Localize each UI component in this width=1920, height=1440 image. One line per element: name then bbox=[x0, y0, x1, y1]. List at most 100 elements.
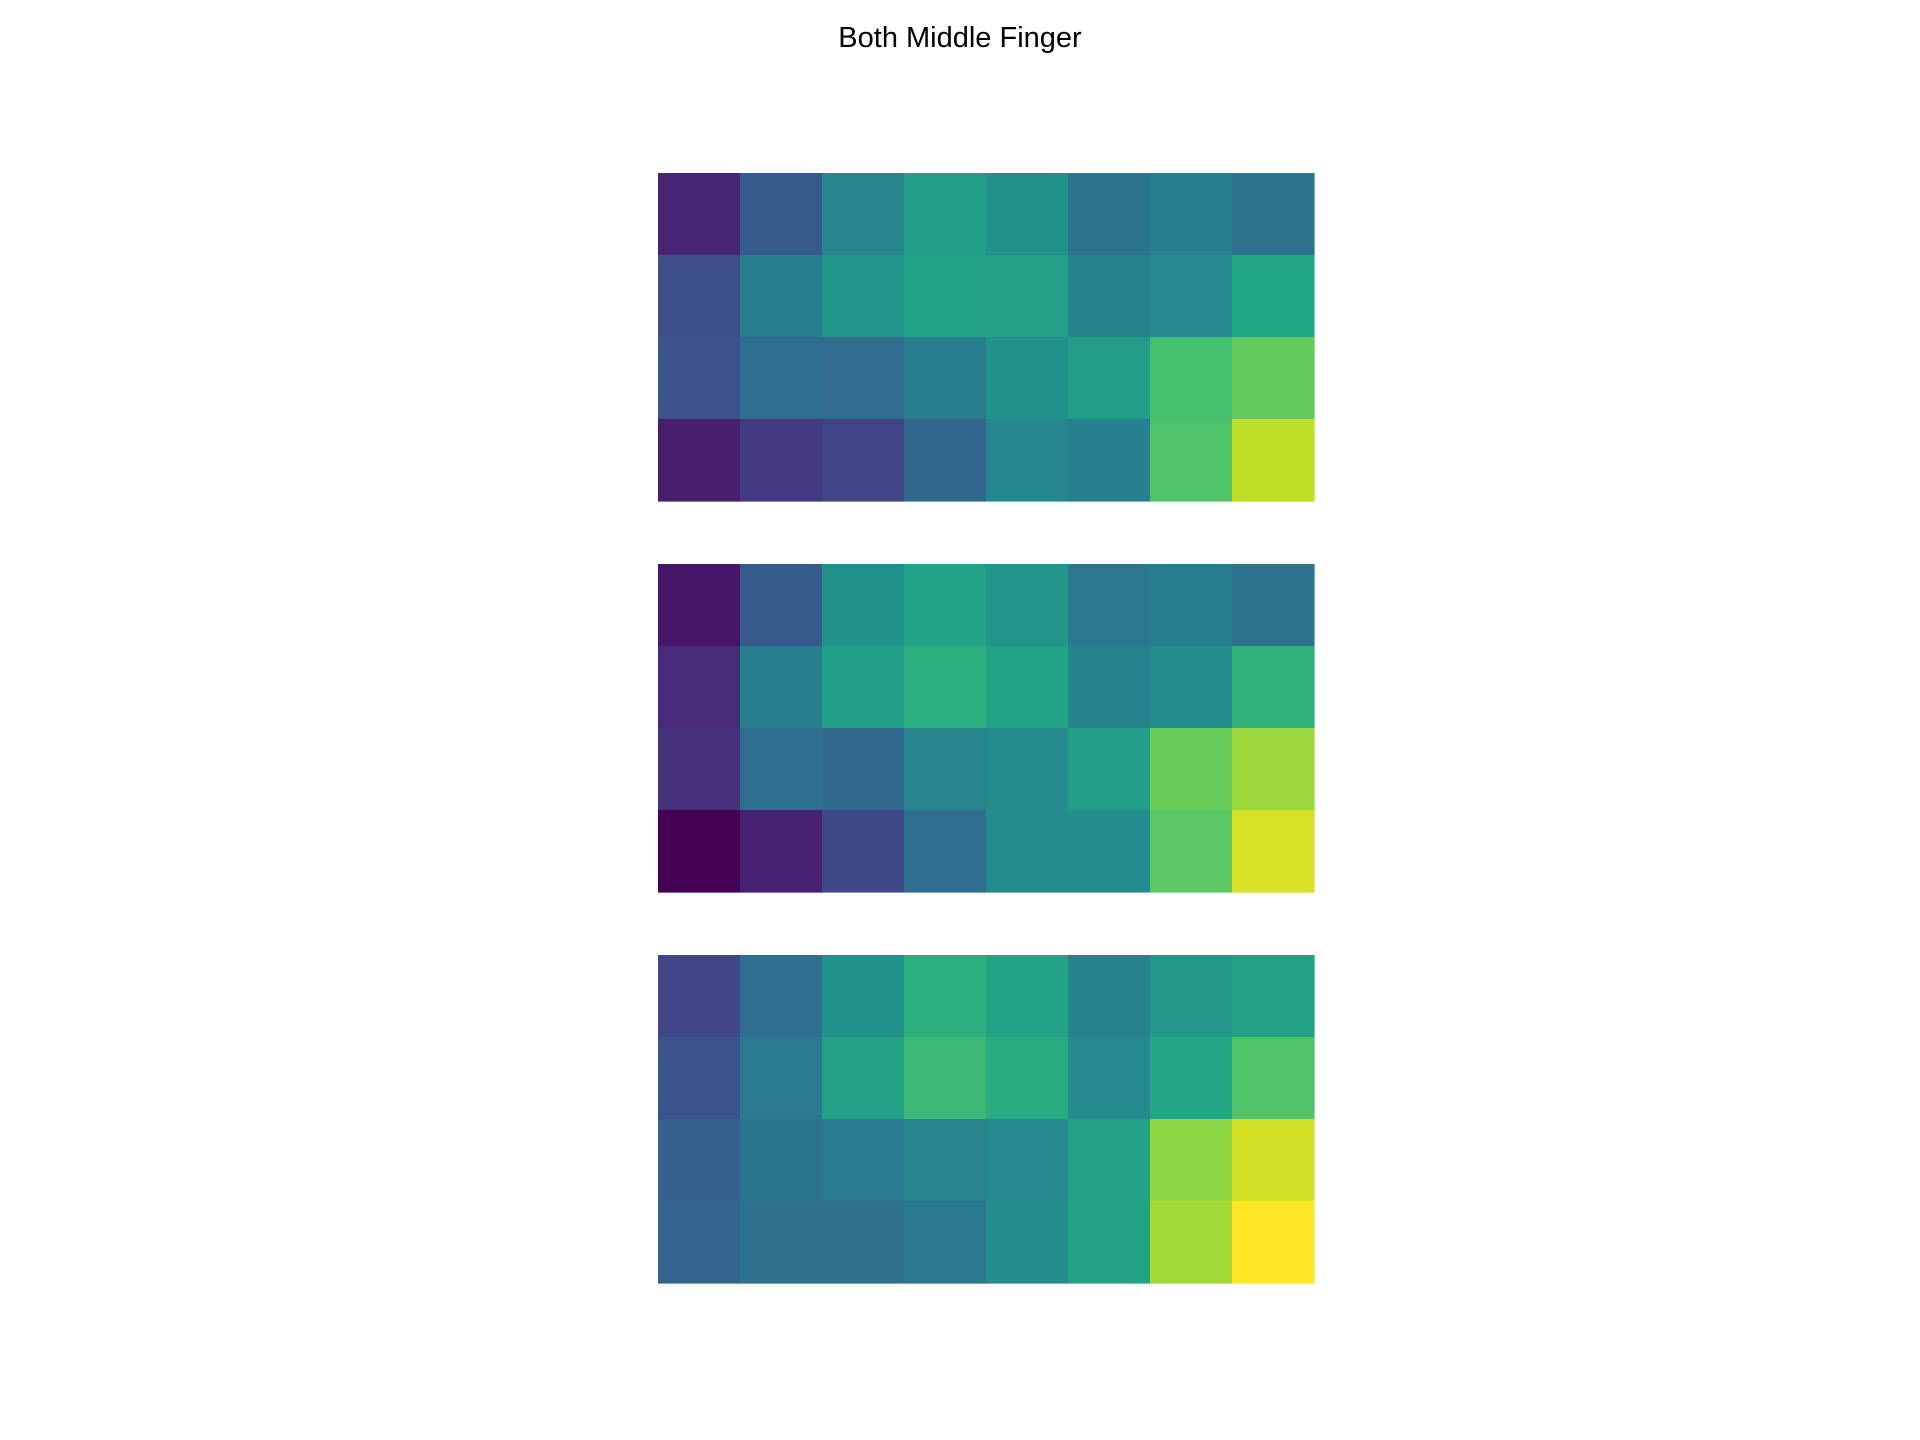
heatmap-cell bbox=[822, 1119, 905, 1202]
heatmap-cell bbox=[904, 955, 987, 1038]
heatmap-panel-1 bbox=[658, 173, 1315, 502]
heatmap-cell bbox=[986, 564, 1069, 647]
heatmap-cell bbox=[740, 810, 823, 893]
heatmap-cell bbox=[822, 173, 905, 256]
heatmap-cell bbox=[822, 255, 905, 338]
heatmap-cell bbox=[1232, 1119, 1315, 1202]
heatmap-cell bbox=[822, 1201, 905, 1284]
heatmap-cell bbox=[1232, 1037, 1315, 1120]
heatmap-cell bbox=[986, 1037, 1069, 1120]
heatmap-cell bbox=[658, 337, 741, 420]
heatmap-cell bbox=[1150, 646, 1233, 729]
heatmap-cell bbox=[1232, 955, 1315, 1038]
heatmap-cell bbox=[986, 337, 1069, 420]
heatmap-cell bbox=[658, 173, 741, 256]
heatmap-cell bbox=[986, 1119, 1069, 1202]
heatmap-cell bbox=[740, 1037, 823, 1120]
heatmap-cell bbox=[1068, 646, 1151, 729]
heatmap-cell bbox=[1068, 728, 1151, 811]
heatmap-cell bbox=[904, 1201, 987, 1284]
heatmap-cell bbox=[904, 419, 987, 502]
heatmap-cell bbox=[986, 646, 1069, 729]
heatmap-cell bbox=[986, 255, 1069, 338]
heatmap-cell bbox=[1068, 1037, 1151, 1120]
heatmap-cell bbox=[986, 173, 1069, 256]
heatmap-cell bbox=[904, 1119, 987, 1202]
heatmap-cell bbox=[1068, 1201, 1151, 1284]
heatmap-cell bbox=[1150, 1119, 1233, 1202]
heatmap-cell bbox=[822, 337, 905, 420]
heatmap-cell bbox=[986, 728, 1069, 811]
heatmap-cell bbox=[1232, 337, 1315, 420]
heatmap-cell bbox=[822, 728, 905, 811]
heatmap-cell bbox=[986, 419, 1069, 502]
heatmap-cell bbox=[1232, 564, 1315, 647]
heatmap-cell bbox=[986, 955, 1069, 1038]
heatmap-cell bbox=[658, 1119, 741, 1202]
heatmap-cell bbox=[1232, 810, 1315, 893]
heatmap-cell bbox=[1232, 728, 1315, 811]
heatmap-cell bbox=[822, 955, 905, 1038]
heatmap-cell bbox=[658, 419, 741, 502]
heatmap-cell bbox=[822, 419, 905, 502]
heatmap-cell bbox=[1150, 337, 1233, 420]
heatmap-cell bbox=[986, 810, 1069, 893]
heatmap-cell bbox=[904, 255, 987, 338]
heatmap-panel-3 bbox=[658, 955, 1315, 1284]
heatmap-cell bbox=[822, 646, 905, 729]
heatmap-cell bbox=[904, 646, 987, 729]
heatmap-cell bbox=[658, 810, 741, 893]
heatmap-cell bbox=[658, 728, 741, 811]
heatmap-cell bbox=[740, 1119, 823, 1202]
heatmap-cell bbox=[658, 955, 741, 1038]
heatmap-cell bbox=[740, 173, 823, 256]
heatmap-cell bbox=[1150, 173, 1233, 256]
heatmap-cell bbox=[658, 646, 741, 729]
heatmap-cell bbox=[1068, 255, 1151, 338]
heatmap-cell bbox=[822, 810, 905, 893]
heatmap-panel-2 bbox=[658, 564, 1315, 893]
heatmap-cell bbox=[1068, 173, 1151, 256]
heatmap-cell bbox=[986, 1201, 1069, 1284]
heatmap-cell bbox=[658, 255, 741, 338]
heatmap-cell bbox=[658, 1201, 741, 1284]
heatmap-cell bbox=[904, 728, 987, 811]
heatmap-cell bbox=[1150, 564, 1233, 647]
heatmap-cell bbox=[658, 1037, 741, 1120]
heatmap-cell bbox=[1068, 419, 1151, 502]
heatmap-cell bbox=[740, 337, 823, 420]
heatmap-cell bbox=[904, 564, 987, 647]
heatmap-cell bbox=[740, 728, 823, 811]
heatmap-cell bbox=[1068, 337, 1151, 420]
heatmap-cell bbox=[740, 564, 823, 647]
heatmap-cell bbox=[1150, 419, 1233, 502]
heatmap-cell bbox=[1232, 646, 1315, 729]
heatmap-cell bbox=[740, 419, 823, 502]
heatmap-cell bbox=[904, 173, 987, 256]
heatmap-cell bbox=[1068, 1119, 1151, 1202]
heatmap-cell bbox=[1150, 810, 1233, 893]
heatmap-cell bbox=[1232, 1201, 1315, 1284]
heatmap-cell bbox=[822, 1037, 905, 1120]
heatmap-cell bbox=[1232, 255, 1315, 338]
heatmap-cell bbox=[1150, 1201, 1233, 1284]
heatmap-cell bbox=[740, 255, 823, 338]
heatmap-cell bbox=[740, 1201, 823, 1284]
heatmap-cell bbox=[1150, 255, 1233, 338]
heatmap-cell bbox=[658, 564, 741, 647]
heatmap-cell bbox=[1232, 419, 1315, 502]
heatmap-cell bbox=[1150, 1037, 1233, 1120]
heatmap-cell bbox=[1068, 955, 1151, 1038]
heatmap-cell bbox=[904, 1037, 987, 1120]
heatmap-cell bbox=[1232, 173, 1315, 256]
heatmap-cell bbox=[1150, 728, 1233, 811]
heatmap-cell bbox=[1068, 564, 1151, 647]
heatmap-cell bbox=[904, 337, 987, 420]
heatmap-cell bbox=[1068, 810, 1151, 893]
heatmap-cell bbox=[1150, 955, 1233, 1038]
heatmap-cell bbox=[822, 564, 905, 647]
heatmap-cell bbox=[740, 646, 823, 729]
heatmap-cell bbox=[740, 955, 823, 1038]
chart-title: Both Middle Finger bbox=[838, 22, 1082, 54]
